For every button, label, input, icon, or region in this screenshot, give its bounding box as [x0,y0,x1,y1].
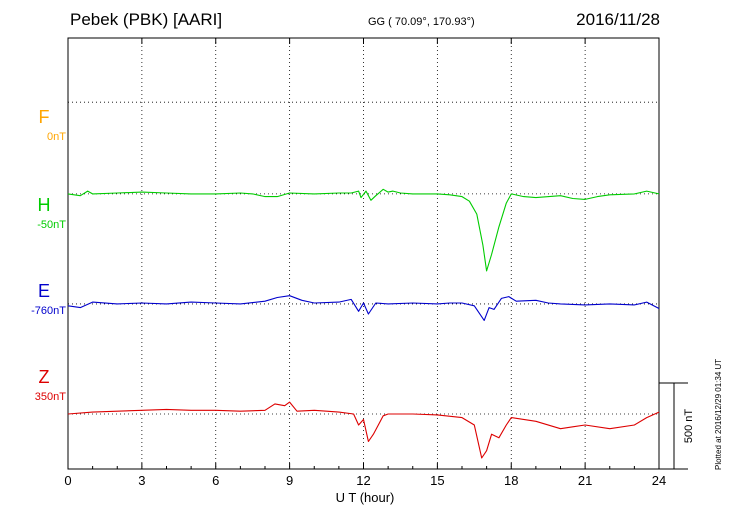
channel-e-baseline: -760nT [31,305,66,317]
plotted-timestamp: Plotted at 2016/12/29 01:34 UT [714,358,723,470]
channel-e-label: E [37,281,50,301]
scale-bar-label: 500 nT [683,409,695,444]
series-line-h [67,188,660,272]
x-tick-label: 3 [138,473,145,488]
x-tick-label: 24 [652,473,666,488]
x-tick-label: 12 [356,473,370,488]
date-label: 2016/11/28 [576,10,660,29]
series-line-z [67,401,660,459]
channel-z-label: Z [38,367,50,387]
channel-f-baseline: 0nT [47,131,66,143]
channel-f-label: F [38,107,50,127]
x-tick-label: 15 [430,473,444,488]
station-title: Pebek (PBK) [AARI] [70,10,223,29]
x-tick-label: 0 [64,473,71,488]
coordinates-label: GG ( 70.09°, 170.93°) [368,16,475,28]
x-tick-label: 6 [212,473,219,488]
x-axis-label: U T (hour) [335,490,395,505]
channel-h-baseline: -50nT [37,219,66,231]
series-line-e [67,295,660,321]
grid-lines [68,38,659,469]
x-tick-label: 18 [504,473,518,488]
scale-bar: 500 nT [659,382,695,470]
x-tick-label: 21 [578,473,592,488]
channel-h-label: H [37,195,51,215]
data-series [67,188,660,459]
x-tick-label: 9 [286,473,293,488]
channel-z-baseline: 350nT [34,391,66,403]
x-axis-ticks: 0 3 6 9 12 15 18 21 24 [64,38,666,488]
